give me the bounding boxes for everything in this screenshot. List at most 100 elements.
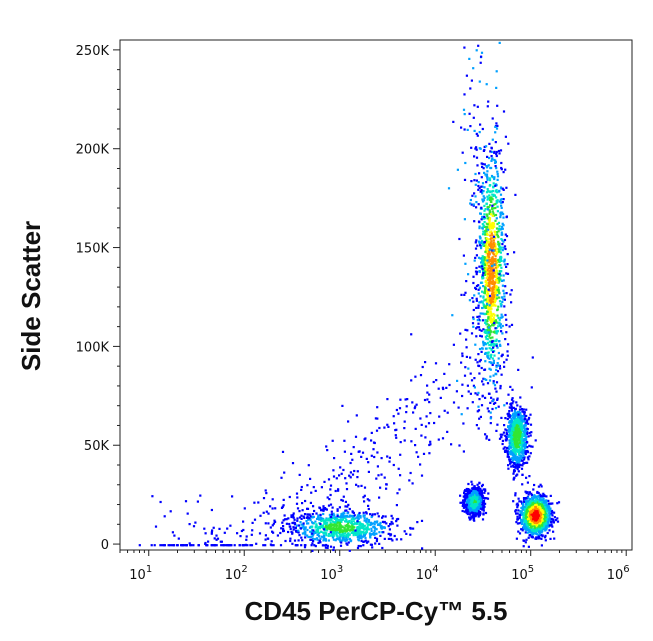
event-dot-sparse	[480, 404, 484, 407]
event-dot-small-cluster	[474, 499, 477, 502]
event-dot-granulocytes	[504, 168, 507, 171]
event-dot-sparse	[373, 455, 376, 459]
event-dot-lymphocytes	[551, 525, 554, 528]
event-dot-lymphocytes	[548, 524, 551, 527]
event-dot-debris	[346, 515, 349, 518]
event-dot-granulocytes	[497, 227, 500, 231]
event-dot-granulocytes	[489, 210, 492, 213]
event-dot-granulocytes	[489, 265, 492, 268]
event-dot-granulocyte-tail	[487, 331, 491, 334]
event-dot-debris	[342, 511, 345, 514]
event-dot-granulocytes	[491, 257, 494, 260]
event-dot-sparse	[478, 364, 481, 368]
event-dot-monocytes	[510, 443, 513, 446]
event-dot-sparse	[184, 500, 188, 503]
event-dot-debris	[358, 523, 361, 526]
event-dot-granulocytes	[491, 336, 494, 339]
event-dot-monocytes	[515, 474, 518, 477]
event-dot-debris	[306, 522, 309, 525]
event-dot-granulocytes	[481, 192, 484, 195]
event-dot-granulocytes	[487, 245, 490, 248]
event-dot-sparse	[322, 505, 325, 508]
event-dot-debris	[339, 530, 342, 533]
event-dot-debris	[333, 517, 336, 521]
event-dot-monocytes	[527, 422, 530, 425]
event-dot-lymphocytes	[531, 506, 534, 509]
event-dot-debris	[329, 534, 332, 537]
event-dot-granulocytes	[500, 187, 503, 190]
event-dot-granulocytes	[492, 241, 495, 244]
event-dot-sparse	[374, 417, 377, 420]
event-dot-sparse	[386, 398, 389, 401]
event-dot-monocytes	[498, 437, 502, 440]
event-dot-sparse	[517, 368, 520, 371]
event-dot-granulocytes	[492, 214, 496, 217]
event-dot-granulocytes	[485, 239, 488, 242]
event-dot-small-cluster	[472, 505, 475, 508]
event-dot-debris	[342, 534, 345, 537]
event-dot-lymphocytes	[538, 504, 541, 507]
event-dot-granulocytes	[503, 298, 506, 301]
event-dot-monocytes	[509, 453, 512, 456]
event-dot-lymphocytes	[532, 488, 535, 491]
event-dot-granulocyte-tail	[491, 138, 494, 141]
event-dot-sparse	[482, 383, 485, 386]
event-dot-small-cluster	[466, 490, 470, 493]
event-dot-small-cluster	[473, 507, 476, 510]
event-dot-debris	[346, 535, 349, 539]
event-dot-granulocytes	[484, 250, 487, 253]
event-dot-granulocytes	[496, 264, 499, 267]
event-dot-granulocytes	[502, 110, 506, 113]
event-dot-small-cluster	[473, 494, 476, 497]
event-dot-monocytes	[519, 447, 522, 450]
event-dot-granulocytes	[488, 340, 491, 343]
event-dot-lymphocytes	[541, 535, 544, 538]
event-dot-small-cluster	[473, 508, 476, 511]
event-dot-lymphocytes	[520, 512, 523, 515]
event-dot-small-cluster	[487, 492, 490, 495]
event-dot-granulocytes	[482, 344, 485, 347]
event-dot-sparse	[173, 544, 176, 547]
event-dot-granulocytes	[486, 270, 489, 274]
event-dot-sparse	[239, 535, 242, 538]
event-dot-sparse	[219, 540, 222, 543]
event-dot-lymphocytes	[533, 521, 536, 524]
event-dot-sparse	[386, 455, 389, 458]
event-dot-sparse	[399, 453, 402, 456]
event-dot-small-cluster	[465, 500, 468, 503]
event-dot-lymphocytes	[529, 515, 532, 518]
event-dot-sparse	[461, 352, 464, 355]
event-dot-granulocytes	[492, 279, 495, 282]
event-dot-lymphocytes	[540, 485, 543, 488]
event-dot-granulocytes	[486, 249, 489, 252]
event-dot-debris	[356, 546, 360, 550]
event-dot-debris	[349, 540, 352, 543]
event-dot-debris	[315, 529, 318, 532]
event-dot-granulocytes	[489, 200, 493, 203]
event-dot-granulocytes	[485, 191, 489, 194]
event-dot-sparse	[370, 431, 373, 434]
event-dot-granulocytes	[486, 263, 489, 266]
event-dot-monocytes	[512, 438, 515, 441]
event-dot-debris	[332, 516, 335, 520]
event-dot-lymphocytes	[522, 513, 525, 516]
event-dot-granulocytes	[475, 132, 478, 135]
event-dot-debris	[324, 521, 327, 524]
event-dot-monocytes	[522, 456, 525, 459]
event-dot-monocytes	[503, 446, 506, 449]
event-dot-monocytes	[524, 434, 527, 437]
event-dot-small-cluster	[481, 508, 484, 511]
event-dot-small-cluster	[468, 509, 472, 512]
event-dot-sparse	[161, 544, 164, 547]
event-dot-sparse	[385, 483, 388, 486]
event-dot-sparse	[171, 531, 174, 534]
event-dot-sparse	[302, 515, 305, 518]
event-dot-small-cluster	[472, 511, 475, 515]
event-dot-granulocytes	[483, 292, 486, 295]
event-dot-sparse	[154, 525, 158, 528]
event-dot-granulocytes	[482, 230, 485, 233]
event-dot-monocytes	[531, 445, 534, 448]
event-dot-granulocytes	[492, 331, 495, 334]
event-dot-granulocytes	[484, 321, 487, 324]
event-dot-granulocytes	[489, 401, 492, 404]
